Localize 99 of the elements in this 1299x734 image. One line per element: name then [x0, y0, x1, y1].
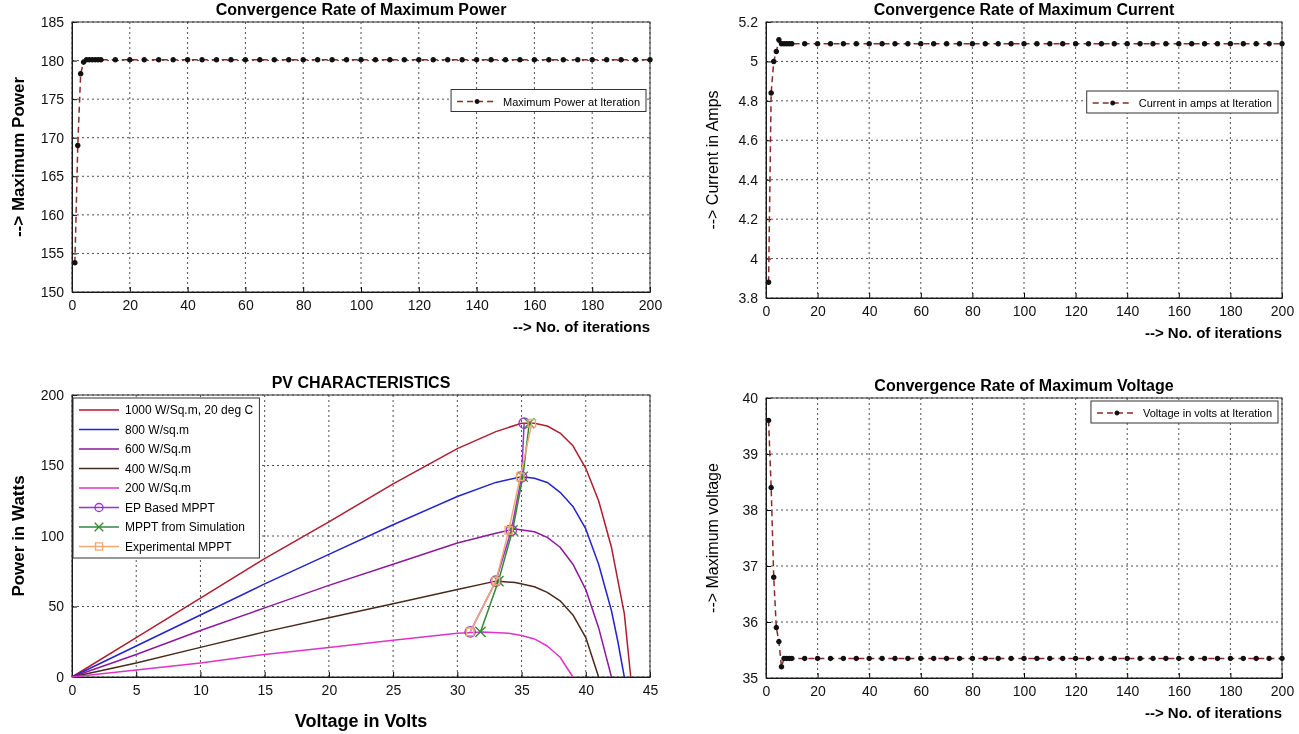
x-tick-label: 80 [965, 682, 981, 699]
x-tick-label: 35 [514, 681, 531, 698]
x-tick-label: 80 [965, 302, 981, 319]
y-tick-label: 39 [742, 445, 759, 462]
x-tick-label: 15 [257, 681, 274, 698]
x-axis-title: --> No. of iterations [512, 318, 650, 335]
chart-title: Convergence Rate of Maximum Current [873, 1, 1175, 18]
y-tick-label: 36 [742, 613, 759, 630]
x-tick-label: 0 [762, 302, 771, 319]
point [518, 417, 530, 430]
x-tick-label: 40 [180, 296, 197, 313]
line-series [71, 631, 574, 678]
x-tick-label: 80 [295, 296, 312, 313]
y-tick-label: 180 [40, 52, 65, 69]
y-tick-label: 185 [40, 13, 65, 30]
x-axis-title: Voltage in Volts [294, 711, 428, 731]
y-tick-label: 165 [40, 168, 65, 185]
legend-label: EP Based MPPT [125, 500, 216, 515]
y-tick-label: 4 [750, 250, 759, 267]
x-tick-label: 0 [68, 296, 77, 313]
y-tick-label: 4.2 [738, 211, 759, 228]
y-tick-label: 4.8 [738, 92, 759, 109]
x-axis-title: --> No. of iterations [1144, 704, 1282, 721]
y-tick-label: 38 [742, 501, 759, 518]
x-tick-label: 180 [581, 296, 605, 313]
y-axis-title: Power in Watts [9, 475, 28, 597]
point [523, 417, 536, 429]
legend-label: MPPT from Simulation [125, 520, 245, 534]
x-tick-label: 160 [1167, 302, 1192, 319]
x-tick-label: 0 [762, 682, 771, 699]
y-axis-title: --> Current in Amps [704, 90, 721, 230]
point [504, 526, 514, 535]
x-tick-label: 20 [810, 302, 827, 319]
x-tick-label: 100 [1012, 302, 1037, 319]
x-tick-label: 40 [861, 682, 878, 699]
legend-label: 1000 W/Sq.m, 20 deg C [125, 403, 254, 417]
x-tick-label: 120 [407, 296, 432, 313]
legend-label: Maximum Power at Iteration [503, 95, 640, 108]
x-tick-label: 100 [1012, 682, 1037, 699]
y-tick-label: 40 [742, 389, 759, 406]
x-tick-label: 200 [638, 296, 663, 313]
chart-title: Convergence Rate of Maximum Voltage [874, 377, 1174, 394]
y-tick-label: 35 [742, 669, 759, 686]
legend-label: Current in amps at Iteration [1138, 97, 1272, 109]
legend-label: Experimental MPPT [125, 539, 233, 554]
y-axis-title: --> Maximum voltage [704, 462, 721, 613]
x-tick-label: 40 [578, 681, 595, 698]
y-tick-label: 175 [40, 91, 65, 108]
x-tick-label: 20 [122, 296, 139, 313]
x-tick-label: 180 [1219, 302, 1243, 319]
x-tick-label: 5 [132, 681, 141, 698]
x-tick-label: 40 [861, 302, 878, 319]
y-tick-label: 5 [750, 53, 759, 70]
legend-label: Voltage in volts at Iteration [1142, 407, 1272, 419]
legend-label: 400 W/Sq.m [125, 461, 192, 476]
x-tick-label: 200 [1270, 682, 1295, 699]
y-tick-label: 4.4 [738, 171, 759, 188]
y-tick-label: 150 [40, 457, 65, 474]
x-tick-label: 10 [193, 681, 209, 698]
x-tick-label: 120 [1064, 302, 1088, 319]
x-tick-label: 200 [1270, 302, 1295, 319]
y-tick-label: 0 [56, 668, 65, 685]
x-tick-label: 140 [1116, 682, 1140, 699]
x-axis-title: --> No. of iterations [1144, 324, 1282, 341]
point [527, 418, 537, 428]
x-tick-label: 160 [1167, 682, 1192, 699]
y-tick-label: 50 [48, 598, 65, 615]
y-axis-title: --> Maximum Power [9, 76, 28, 238]
y-tick-label: 155 [40, 245, 65, 262]
x-tick-label: 0 [68, 681, 77, 698]
x-tick-label: 180 [1219, 682, 1243, 699]
y-tick-label: 150 [40, 283, 65, 300]
x-tick-label: 60 [913, 682, 930, 699]
x-tick-label: 160 [523, 296, 547, 313]
x-tick-label: 60 [913, 302, 930, 319]
y-tick-label: 200 [40, 386, 65, 403]
y-tick-label: 3.8 [738, 289, 759, 306]
x-tick-label: 20 [321, 681, 338, 698]
y-tick-label: 170 [40, 129, 65, 146]
y-tick-label: 37 [742, 557, 759, 574]
x-tick-label: 100 [349, 296, 374, 313]
x-tick-label: 140 [1116, 302, 1140, 319]
y-tick-label: 160 [40, 206, 65, 223]
legend-label: 600 W/Sq.m [125, 442, 192, 456]
legend-label: 200 W/Sq.m [125, 481, 192, 495]
x-tick-label: 25 [385, 681, 402, 698]
y-tick-label: 5.2 [738, 13, 759, 30]
x-tick-label: 30 [450, 681, 466, 698]
y-tick-label: 4.6 [738, 132, 759, 149]
x-tick-label: 60 [238, 296, 254, 313]
legend-label: 800 W/sq.m [125, 422, 190, 437]
x-tick-label: 20 [810, 682, 827, 699]
chart-title: PV CHARACTERISTICS [271, 374, 451, 391]
x-tick-label: 120 [1064, 682, 1088, 699]
x-tick-label: 45 [642, 681, 659, 698]
chart-title: Convergence Rate of Maximum Power [215, 1, 507, 18]
point [474, 626, 487, 638]
x-tick-label: 140 [465, 296, 489, 313]
y-tick-label: 100 [40, 527, 65, 544]
